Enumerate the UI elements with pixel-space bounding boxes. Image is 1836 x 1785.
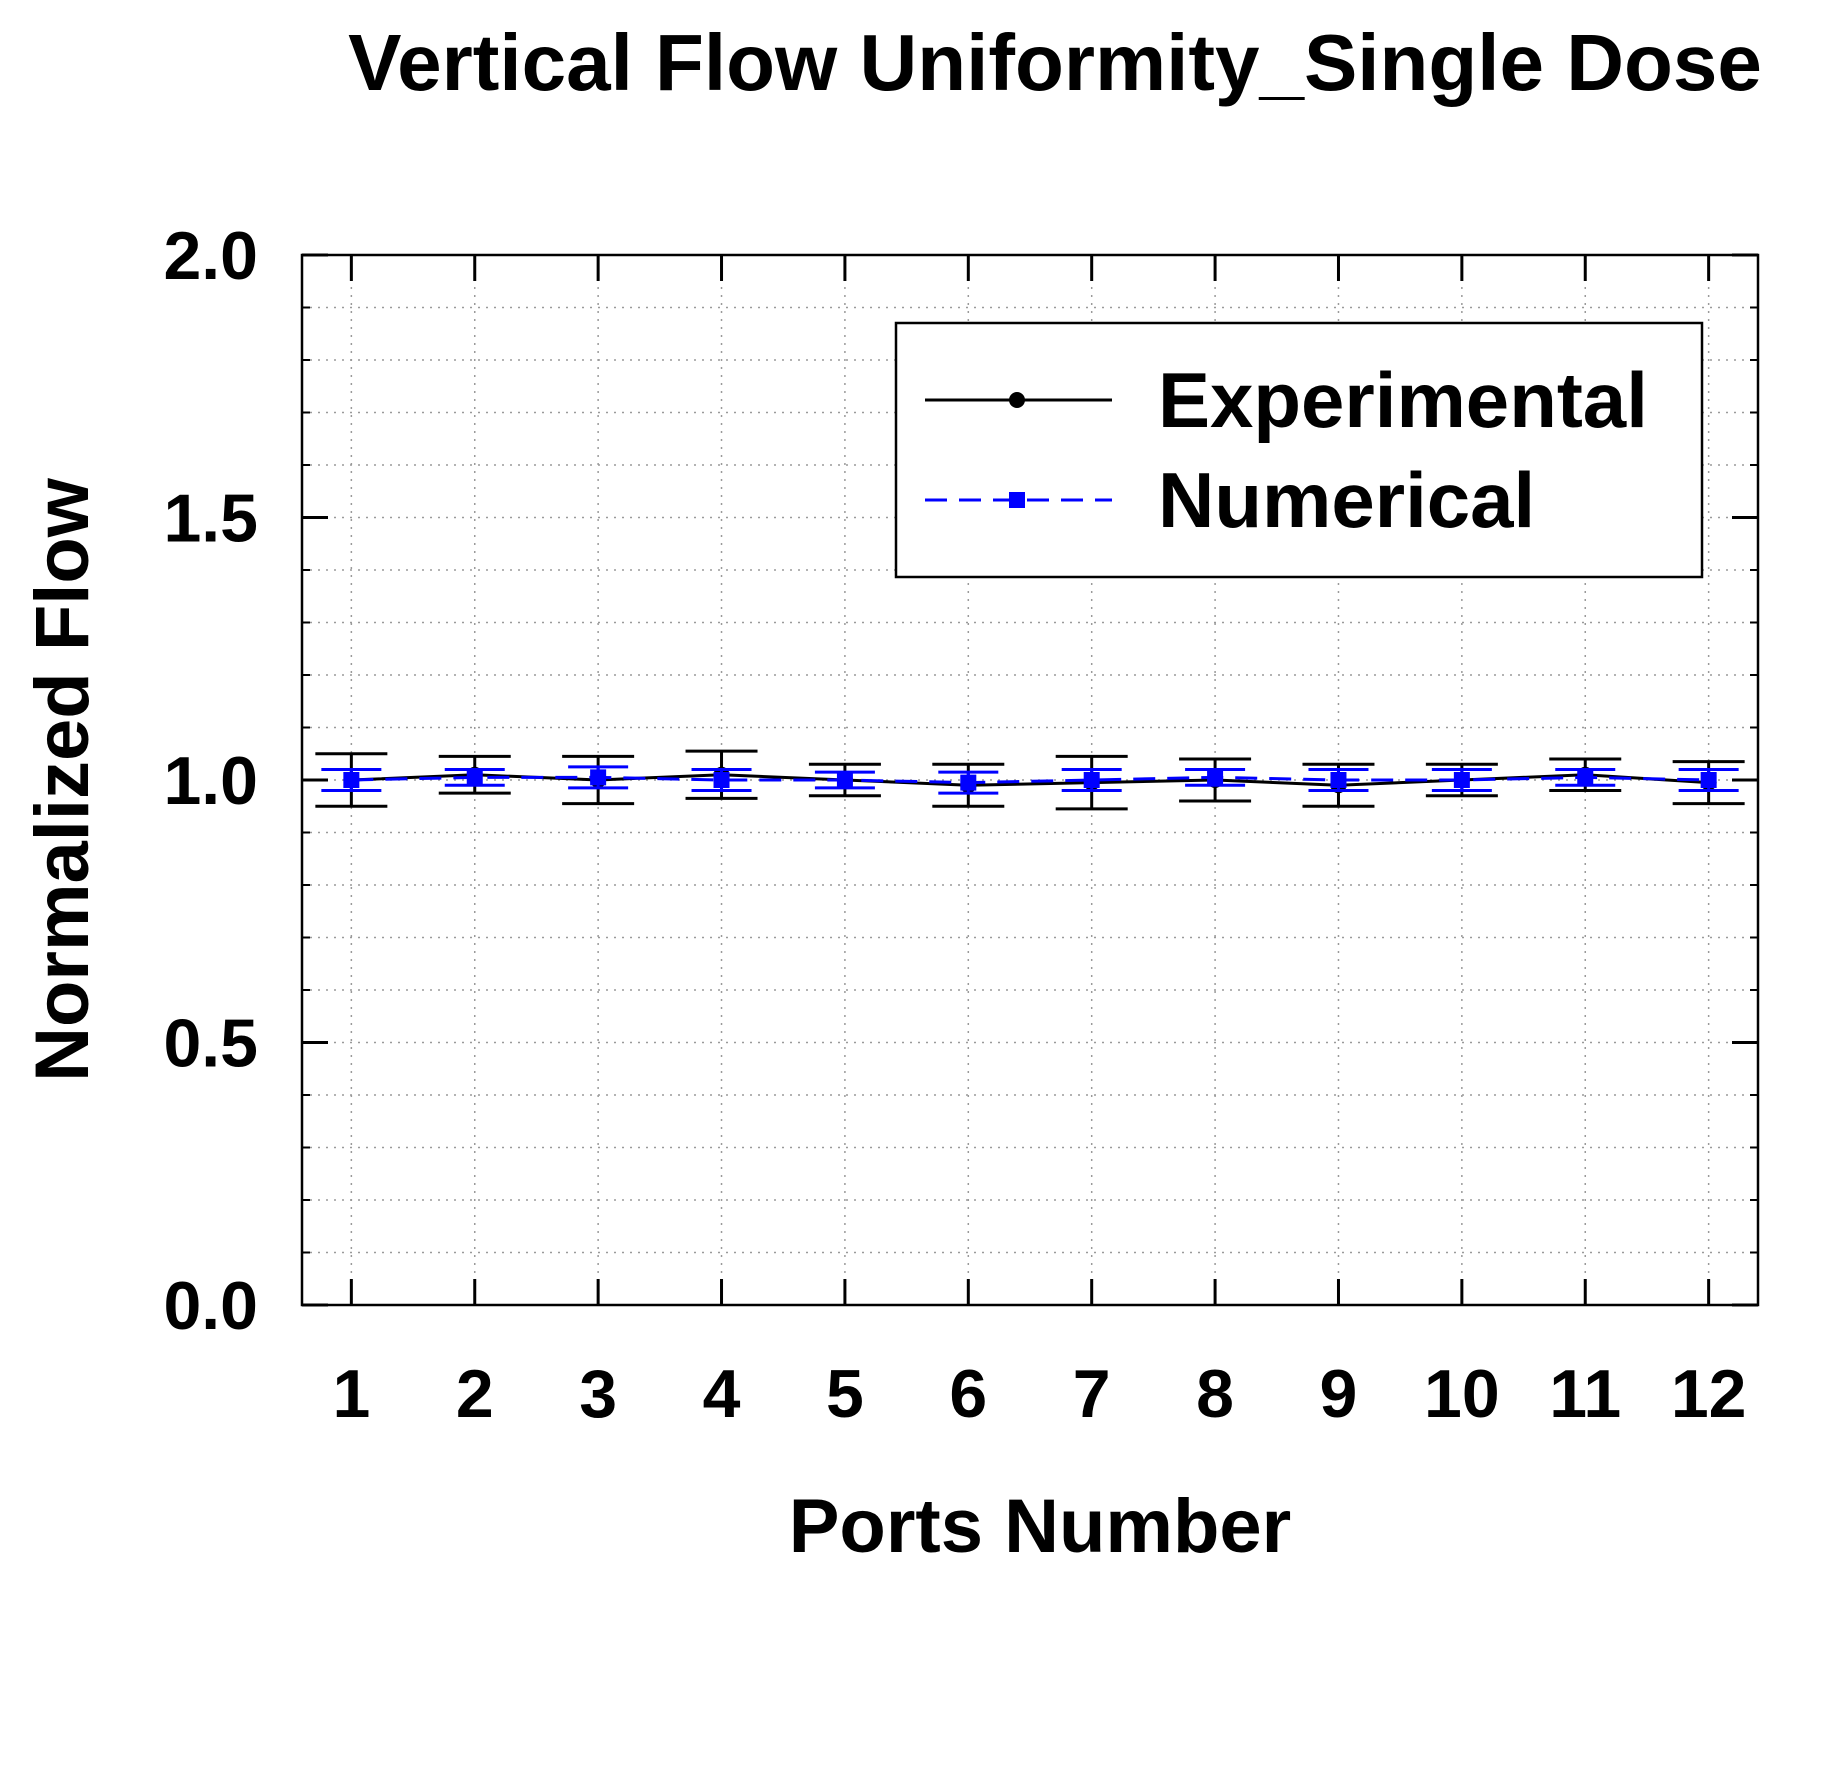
data-point — [1083, 772, 1100, 788]
x-tick-label: 7 — [1073, 1356, 1111, 1432]
plot-area-frame — [300, 253, 1760, 1307]
data-point — [590, 769, 607, 786]
data-point — [466, 769, 483, 786]
x-tick-labels: 1 2 3 4 5 6 7 8 9 10 11 12 — [332, 1356, 1746, 1432]
data-point — [960, 774, 977, 791]
x-tick-label: 10 — [1424, 1356, 1500, 1432]
legend-marker-numerical — [1009, 492, 1025, 508]
x-tick-label: 5 — [826, 1356, 864, 1432]
legend-label-numerical: Numerical — [1158, 456, 1535, 544]
x-tick-label: 8 — [1196, 1356, 1234, 1432]
x-tick-label: 2 — [456, 1356, 494, 1432]
chart-title: Vertical Flow Uniformity_Single Dose — [348, 18, 1762, 107]
y-tick-label: 0.0 — [163, 1268, 258, 1344]
data-point — [836, 772, 853, 788]
x-tick-label: 1 — [332, 1356, 370, 1432]
x-tick-label: 11 — [1549, 1356, 1621, 1432]
legend-marker-experimental — [1009, 392, 1025, 408]
series-layer — [315, 749, 1745, 811]
legend-box — [894, 321, 1704, 579]
x-tick-label: 3 — [579, 1356, 617, 1432]
data-point — [1207, 769, 1224, 786]
legend: Experimental Numerical — [894, 321, 1704, 579]
y-tick-label: 0.5 — [163, 1006, 258, 1082]
y-tick-label: 1.5 — [163, 481, 258, 557]
series-line — [351, 775, 1709, 785]
y-tick-label: 1.0 — [163, 743, 258, 819]
legend-label-experimental: Experimental — [1158, 356, 1648, 444]
y-tick-label: 2.0 — [163, 218, 258, 294]
x-tick-label: 9 — [1320, 1356, 1358, 1432]
series-numerical — [321, 765, 1739, 795]
data-point — [713, 772, 730, 788]
data-point — [1700, 772, 1717, 788]
x-tick-label: 4 — [703, 1356, 741, 1432]
data-point — [343, 772, 360, 788]
x-tick-label: 12 — [1671, 1356, 1747, 1432]
x-tick-label: 6 — [949, 1356, 987, 1432]
data-point — [1577, 769, 1594, 786]
data-point — [1330, 772, 1347, 788]
y-axis-label: Normalized Flow — [20, 477, 105, 1082]
data-point — [1453, 772, 1470, 788]
y-tick-labels: 0.0 0.5 1.0 1.5 2.0 — [163, 218, 258, 1344]
x-axis-label: Ports Number — [789, 1484, 1292, 1569]
